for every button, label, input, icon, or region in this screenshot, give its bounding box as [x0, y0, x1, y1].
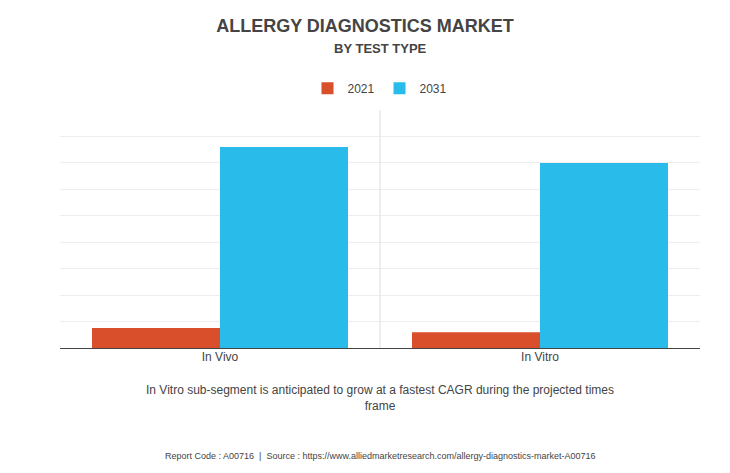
svg-text:2021: 2021 [348, 82, 375, 96]
svg-text:BY TEST TYPE: BY TEST TYPE [334, 41, 427, 56]
svg-text:ALLERGY DIAGNOSTICS MARKET: ALLERGY DIAGNOSTICS MARKET [216, 16, 514, 36]
svg-text:In Vivo: In Vivo [202, 350, 239, 364]
svg-text:In Vitro: In Vitro [521, 350, 559, 364]
svg-text:2031: 2031 [420, 82, 447, 96]
svg-text:In Vitro sub-segment is antici: In Vitro sub-segment is anticipated to g… [146, 383, 614, 413]
svg-text:Report Code : A00716 | Sourc: Report Code : A00716 | Source : https://… [165, 451, 596, 461]
